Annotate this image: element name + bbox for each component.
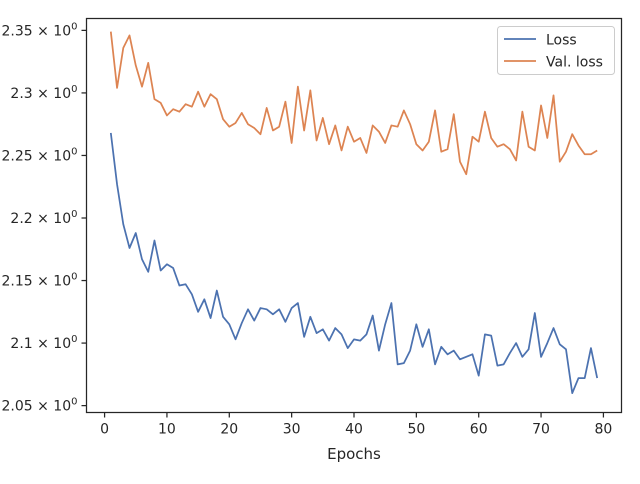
y-tick-label: 2.3 × 100 — [10, 84, 77, 102]
x-tick-label: 30 — [283, 422, 301, 438]
series-line-loss — [109, 132, 599, 394]
x-tick-label: 60 — [470, 422, 488, 438]
x-axis-label: Epochs — [327, 445, 381, 463]
x-tick-label: 70 — [532, 422, 550, 438]
y-tick-label: 2.05 × 100 — [2, 397, 78, 415]
legend-label-val-loss: Val. loss — [546, 55, 603, 71]
y-tick-label: 2.15 × 100 — [2, 272, 78, 290]
series-line-val-loss — [109, 31, 598, 176]
y-tick-label: 2.1 × 100 — [10, 334, 77, 352]
x-tick-label: 50 — [407, 422, 425, 438]
legend: Loss Val. loss — [497, 26, 615, 75]
plot-frame — [85, 17, 623, 414]
legend-label-loss: Loss — [546, 33, 577, 49]
x-tick-label: 40 — [345, 422, 363, 438]
x-tick-label: 0 — [100, 422, 109, 438]
axis-ticks: 0 10 20 30 40 50 60 70 80 2.05 × 100 2.1 × 100 2.15… — [2, 21, 613, 437]
y-tick-label: 2.25 × 100 — [2, 146, 78, 164]
x-tick-label: 20 — [220, 422, 238, 438]
y-tick-label: 2.35 × 100 — [2, 21, 78, 39]
x-tick-label: 80 — [595, 422, 613, 438]
y-tick-label: 2.2 × 100 — [10, 209, 77, 227]
series-lines — [109, 31, 599, 394]
x-tick-label: 10 — [158, 422, 176, 438]
